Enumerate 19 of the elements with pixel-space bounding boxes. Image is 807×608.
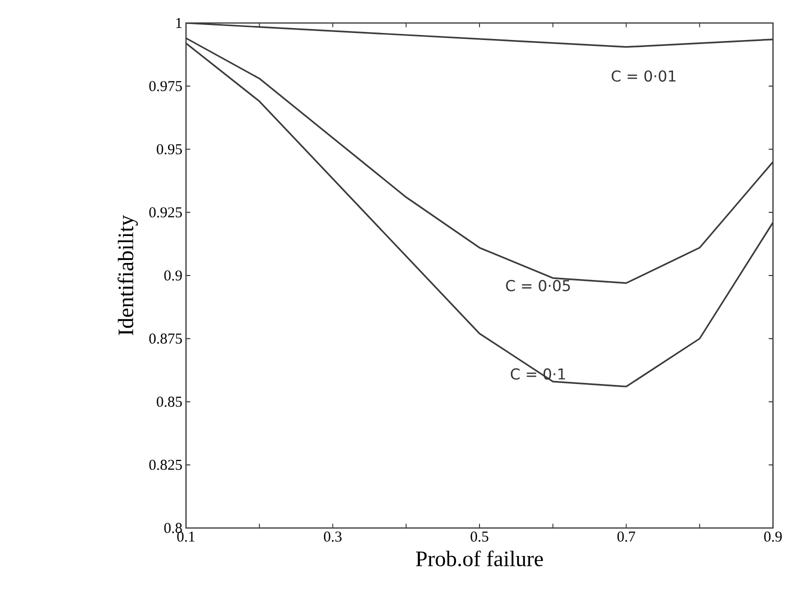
x-axis-title: Prob.of failure xyxy=(416,550,543,566)
annotation: C = 0·05 xyxy=(506,280,570,292)
y-tick-label: 0.95 xyxy=(156,144,182,154)
y-axis-title: Identifiability xyxy=(118,215,138,336)
y-tick-label: 0.9 xyxy=(164,270,182,281)
annotation: C = 0·01 xyxy=(612,70,676,82)
y-tick-label: 0.875 xyxy=(149,334,182,344)
x-tick-label: 0.9 xyxy=(764,532,782,542)
y-tick-label: 0.825 xyxy=(149,460,182,470)
annotation: C = 0·1 xyxy=(510,368,566,380)
y-tick-label: 0.85 xyxy=(156,396,182,407)
y-tick-label: 0.8 xyxy=(164,522,182,534)
x-tick-label: 0.1 xyxy=(177,532,194,542)
y-tick-label: 1 xyxy=(176,18,182,28)
y-tick-label: 0.925 xyxy=(149,207,182,218)
x-tick-label: 0.7 xyxy=(617,532,636,542)
y-tick-label: 0.975 xyxy=(149,81,182,92)
x-tick-label: 0.5 xyxy=(470,532,488,542)
x-tick-label: 0.3 xyxy=(324,532,342,542)
